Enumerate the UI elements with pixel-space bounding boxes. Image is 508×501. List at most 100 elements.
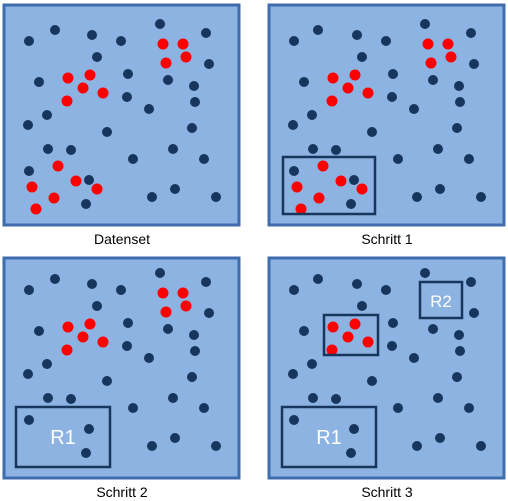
data-point-red <box>160 306 172 318</box>
data-point-blue <box>34 77 44 87</box>
data-point-blue <box>387 341 397 351</box>
data-point-blue <box>42 110 52 120</box>
data-point-red <box>349 318 361 330</box>
data-point-blue <box>433 393 443 403</box>
data-point-blue <box>476 441 486 451</box>
data-point-red <box>84 318 96 330</box>
data-point-blue <box>409 353 419 363</box>
data-point-blue <box>357 52 367 62</box>
data-point-red <box>180 300 192 312</box>
data-point-blue <box>144 104 154 114</box>
data-point-blue <box>466 277 476 287</box>
data-point-red <box>70 175 82 187</box>
data-point-blue <box>102 376 112 386</box>
data-point-red <box>61 95 73 107</box>
caption-schritt-2: Schritt 2 <box>96 484 148 500</box>
data-point-blue <box>168 144 178 154</box>
data-point-red <box>62 321 74 333</box>
data-point-blue <box>170 184 180 194</box>
data-point-blue <box>155 19 165 29</box>
data-point-blue <box>144 353 154 363</box>
data-point-red <box>180 51 192 63</box>
panel-schritt-1 <box>267 3 506 227</box>
data-point-blue <box>367 376 377 386</box>
data-point-blue <box>349 175 359 185</box>
data-point-blue <box>289 36 299 46</box>
data-point-red <box>425 57 437 69</box>
data-point-blue <box>190 346 200 356</box>
data-point-red <box>91 183 103 195</box>
data-point-red <box>97 87 109 99</box>
data-point-red <box>422 38 434 50</box>
region-box-r1 <box>14 405 112 469</box>
data-point-blue <box>388 318 398 328</box>
data-point-red <box>62 72 74 84</box>
data-point-red <box>442 38 454 50</box>
data-point-blue <box>352 30 362 40</box>
data-point-blue <box>289 415 299 425</box>
caption-schritt-1: Schritt 1 <box>361 231 413 247</box>
data-point-red <box>356 183 368 195</box>
data-point-red <box>326 95 338 107</box>
region-box-r1 <box>280 405 378 469</box>
data-point-blue <box>346 199 356 209</box>
data-point-blue <box>23 369 33 379</box>
data-point-red <box>160 57 172 69</box>
data-point-red <box>335 175 347 187</box>
panel-datenset <box>2 3 241 227</box>
data-point-blue <box>289 285 299 295</box>
data-point-blue <box>190 97 200 107</box>
data-point-blue <box>147 192 157 202</box>
data-point-blue <box>313 25 323 35</box>
data-point-blue <box>420 19 430 29</box>
data-point-red <box>48 192 60 204</box>
data-point-blue <box>349 424 359 434</box>
data-point-blue <box>455 346 465 356</box>
data-point-blue <box>469 59 479 69</box>
data-point-blue <box>116 285 126 295</box>
data-point-blue <box>50 25 60 35</box>
data-point-red <box>445 51 457 63</box>
data-point-blue <box>454 81 464 91</box>
data-point-blue <box>199 154 209 164</box>
data-point-blue <box>201 28 211 38</box>
data-point-blue <box>122 341 132 351</box>
data-point-blue <box>393 403 403 413</box>
data-point-blue <box>428 324 438 334</box>
data-point-blue <box>476 192 486 202</box>
data-point-blue <box>122 92 132 102</box>
data-point-red <box>349 69 361 81</box>
data-point-blue <box>163 75 173 85</box>
data-point-blue <box>469 308 479 318</box>
data-point-blue <box>201 277 211 287</box>
data-point-blue <box>455 97 465 107</box>
data-point-blue <box>412 192 422 202</box>
data-point-blue <box>170 433 180 443</box>
data-point-blue <box>155 268 165 278</box>
data-point-blue <box>307 359 317 369</box>
data-point-blue <box>81 448 91 458</box>
data-point-blue <box>204 308 214 318</box>
data-point-blue <box>466 28 476 38</box>
caption-datenset: Datenset <box>93 231 151 247</box>
data-point-blue <box>81 199 91 209</box>
data-point-blue <box>367 127 377 137</box>
data-point-blue <box>420 268 430 278</box>
data-point-blue <box>381 285 391 295</box>
data-point-blue <box>331 145 341 155</box>
data-point-blue <box>84 175 94 185</box>
data-point-blue <box>211 192 221 202</box>
data-point-blue <box>393 154 403 164</box>
data-point-blue <box>92 301 102 311</box>
data-point-blue <box>84 424 94 434</box>
region-label: R1 <box>316 427 342 449</box>
data-point-blue <box>189 81 199 91</box>
data-point-red <box>77 331 89 343</box>
selection-box <box>322 313 380 357</box>
data-point-blue <box>381 36 391 46</box>
data-point-blue <box>123 318 133 328</box>
data-point-blue <box>433 144 443 154</box>
data-point-blue <box>388 69 398 79</box>
data-point-red <box>326 344 338 356</box>
